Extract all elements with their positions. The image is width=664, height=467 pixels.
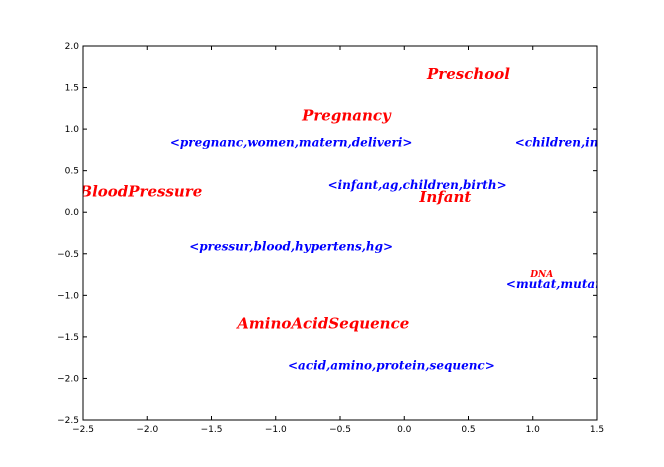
keyword-label: <mutat,mutant,nor [506,277,638,291]
plot-area: Preschool Pregnancy BloodPressure Infant DNA… [78,65,638,372]
x-tick-label: −2.5 [72,425,94,435]
topic-label: Preschool [426,65,510,83]
y-tick-label: −2.5 [57,416,79,426]
topic-label: BloodPressure [78,182,202,200]
y-tick-label: −2.0 [57,374,79,384]
x-tick-label: 0.0 [397,425,412,435]
x-tick-label: 1.0 [526,425,541,435]
x-tick-label: −1.0 [265,425,287,435]
y-tick-label: 2.0 [65,42,80,52]
y-tick-label: −1.5 [57,333,79,343]
keyword-label: <pregnanc,women,matern,deliveri> [170,136,413,150]
keyword-label: <children,infect,c [515,136,637,150]
axis-tick-labels: −2.5 −2.0 −1.5 −1.0 −0.5 0.0 0.5 1.0 1.5 2.0 1.5 1.… [57,42,604,435]
keyword-label: <acid,amino,protein,sequenc> [288,358,495,372]
keyword-label: <infant,ag,children,birth> [328,178,507,192]
topic-label: AminoAcidSequence [235,314,409,332]
x-tick-label: −2.0 [136,425,158,435]
keyword-label: <pressur,blood,hypertens,hg> [189,240,393,254]
x-tick-label: 0.5 [461,425,475,435]
topic-label: Pregnancy [301,107,392,125]
y-tick-label: 1.0 [65,125,80,135]
topic-label: DNA [529,270,553,280]
topic-label: Infant [418,188,471,206]
y-tick-label: −1.0 [57,291,79,301]
x-tick-label: 1.5 [590,425,604,435]
x-tick-label: −0.5 [329,425,351,435]
plot-frame [82,45,598,421]
y-tick-label: 0.5 [65,167,79,177]
y-tick-label: −0.5 [57,250,79,260]
y-tick-label: 0.0 [65,208,80,218]
x-tick-label: −1.5 [201,425,223,435]
y-tick-label: 1.5 [65,84,79,94]
